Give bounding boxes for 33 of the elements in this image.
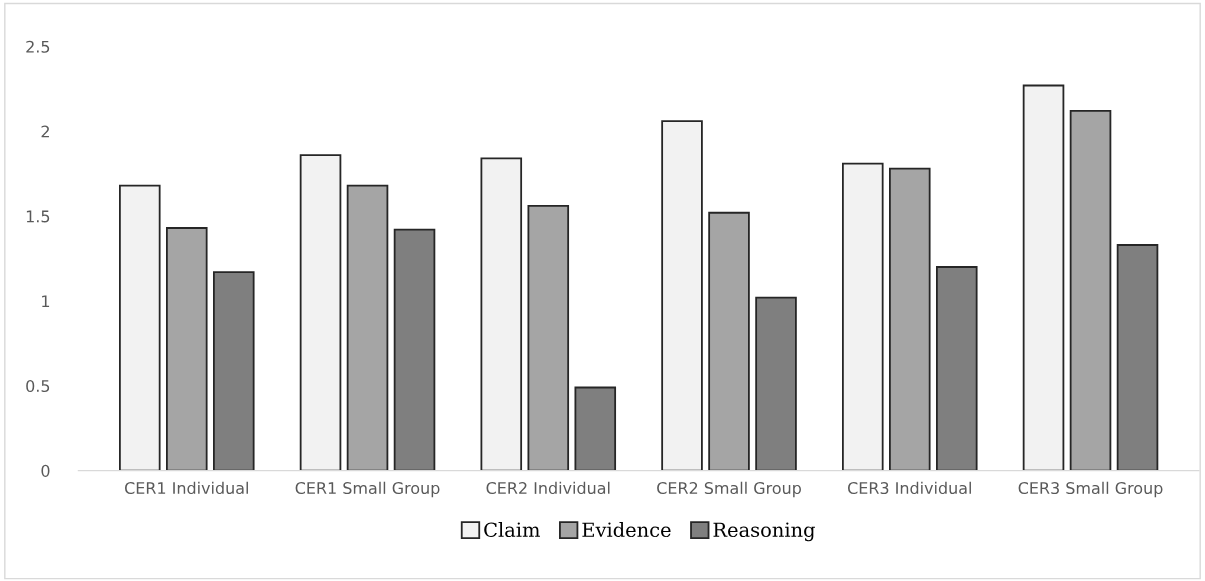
bar <box>935 266 978 471</box>
bar <box>574 386 617 471</box>
bar <box>888 167 931 471</box>
bar <box>118 184 161 471</box>
x-tick-label: CER3 Individual <box>847 481 971 495</box>
bar <box>393 228 436 471</box>
bar <box>1022 84 1065 471</box>
bar <box>1069 110 1112 471</box>
y-tick-label: 1 <box>42 295 50 308</box>
bar <box>1116 244 1159 471</box>
bar <box>755 296 797 471</box>
x-tick-label: CER1 Individual <box>124 481 248 495</box>
legend-label: Reasoning <box>713 522 815 542</box>
bar <box>299 154 342 471</box>
bar <box>480 157 523 471</box>
y-tick-label: 1.5 <box>26 210 50 223</box>
bar <box>527 205 570 471</box>
x-tick-label: CER2 Individual <box>486 481 610 495</box>
bar <box>661 120 703 471</box>
y-tick-label: 0 <box>41 464 50 477</box>
x-tick-label: CER1 Small Group <box>295 481 440 498</box>
x-tick-label: CER2 Small Group <box>657 481 801 498</box>
bar <box>346 184 389 471</box>
bar <box>708 211 750 471</box>
bar <box>212 271 255 471</box>
x-tick-label: CER3 Small Group <box>1018 481 1163 498</box>
bar <box>165 227 208 471</box>
legend-label: Claim <box>484 522 540 538</box>
bar <box>841 162 884 471</box>
y-tick-label: 2.5 <box>26 40 50 53</box>
legend-label: Evidence <box>582 522 671 538</box>
y-tick-label: 2 <box>41 125 49 138</box>
y-tick-label: 0.5 <box>26 380 50 393</box>
